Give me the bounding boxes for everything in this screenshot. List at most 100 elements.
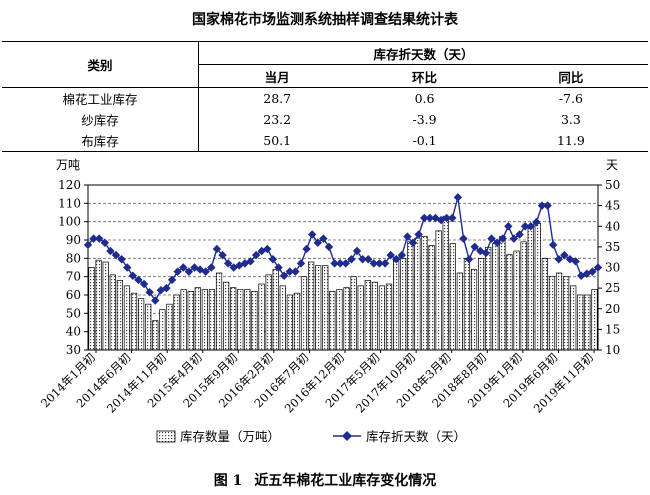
table-row: 纱库存 23.2 -3.9 3.3 <box>2 109 648 130</box>
days-marker <box>229 263 238 272</box>
bar <box>251 290 258 351</box>
right-tick-label: 40 <box>605 219 620 233</box>
column-header-current: 当月 <box>198 64 356 88</box>
bar <box>322 265 329 351</box>
days-marker <box>279 271 289 280</box>
days-marker <box>173 267 182 276</box>
days-marker <box>190 263 199 272</box>
left-tick-label: 30 <box>66 343 81 357</box>
days-marker <box>128 271 138 280</box>
cell-yoy: 11.9 <box>493 130 648 152</box>
days-marker <box>548 240 558 250</box>
bar <box>534 223 541 351</box>
bar <box>329 290 336 351</box>
right-tick-label: 15 <box>605 322 620 336</box>
left-axis-unit: 万吨 <box>56 158 80 172</box>
right-tick-label: 45 <box>605 199 620 213</box>
bar <box>308 261 315 351</box>
bar <box>400 257 407 351</box>
bar <box>187 290 194 351</box>
days-group-header: 库存折天数（天） <box>198 41 648 65</box>
bar <box>223 281 230 351</box>
right-tick-label: 50 <box>605 178 620 192</box>
bar <box>478 257 485 351</box>
left-tick-label: 60 <box>66 288 81 302</box>
bar <box>541 257 548 351</box>
column-header-yoy: 同比 <box>493 64 648 88</box>
bar <box>159 309 166 351</box>
days-marker <box>335 259 345 268</box>
cell-current: 28.7 <box>263 91 292 106</box>
bar <box>463 257 471 351</box>
stats-table: 类别 库存折天数（天） 当月 环比 同比 棉花工业库存 28.7 0.6 -7.… <box>2 41 648 152</box>
bar <box>130 292 138 351</box>
days-marker <box>397 250 407 260</box>
bar <box>237 289 244 351</box>
bar <box>300 276 308 351</box>
bar <box>555 272 563 351</box>
days-marker <box>251 250 261 260</box>
bar <box>499 235 506 351</box>
legend-line-label: 库存折天数（天） <box>366 429 466 444</box>
days-marker <box>543 201 552 210</box>
bar <box>315 265 322 351</box>
table-row: 布库存 50.1 -0.1 11.9 <box>2 130 648 152</box>
bar <box>180 289 187 351</box>
bar <box>272 268 279 351</box>
bar <box>201 289 208 351</box>
left-tick-label: 100 <box>58 215 81 229</box>
bar <box>584 294 591 351</box>
days-marker <box>139 279 149 289</box>
bar <box>152 320 159 351</box>
legend-line-marker <box>342 431 352 441</box>
days-marker <box>111 250 121 260</box>
days-marker <box>515 230 524 239</box>
bar <box>407 241 414 351</box>
bar <box>393 257 400 351</box>
cell-yoy: 3.3 <box>560 112 581 127</box>
bar <box>470 268 478 351</box>
bar <box>591 289 598 351</box>
left-tick-label: 90 <box>66 233 81 247</box>
days-marker <box>352 246 362 256</box>
bar <box>492 243 499 351</box>
left-tick-label: 70 <box>66 270 81 284</box>
bar <box>548 276 556 351</box>
days-marker <box>341 259 351 268</box>
days-marker <box>268 255 278 264</box>
figure-number: 图 1 <box>213 473 243 489</box>
bar <box>336 289 343 351</box>
bar <box>378 285 386 351</box>
bar <box>109 274 116 351</box>
left-tick-label: 120 <box>58 178 81 192</box>
bar <box>385 283 393 351</box>
days-marker <box>481 248 491 258</box>
bar <box>343 287 350 351</box>
inventory-chart: 30 40 50 60 70 80 90 100 110 120 10 15 20 25 30 35 40 45 5… <box>38 158 620 444</box>
cell-yoy: -7.6 <box>558 91 583 106</box>
bar <box>421 235 428 351</box>
days-marker <box>380 259 390 268</box>
right-tick-label: 30 <box>605 261 620 275</box>
days-marker <box>156 285 166 295</box>
left-tick-label: 50 <box>66 306 81 320</box>
table-title: 国家棉花市场监测系统抽样调查结果统计表 <box>192 12 458 28</box>
bar <box>527 224 534 351</box>
figure-caption-text: 近五年棉花工业库存变化情况 <box>254 473 437 489</box>
days-marker <box>576 271 586 280</box>
bar <box>520 241 527 351</box>
days-marker <box>167 275 177 285</box>
bar <box>102 261 109 351</box>
cell-mom: -3.9 <box>412 112 437 127</box>
days-marker <box>291 267 300 276</box>
days-marker <box>123 263 132 272</box>
days-marker <box>246 257 255 266</box>
table-row: 棉花工业库存 28.7 0.6 -7.6 <box>2 87 648 109</box>
days-marker <box>375 259 384 268</box>
legend-bar-label: 库存数量（万吨） <box>180 429 280 444</box>
days-marker <box>179 263 188 272</box>
days-marker <box>504 222 513 231</box>
bar <box>194 287 201 351</box>
bar <box>230 287 237 351</box>
days-marker <box>223 259 233 268</box>
